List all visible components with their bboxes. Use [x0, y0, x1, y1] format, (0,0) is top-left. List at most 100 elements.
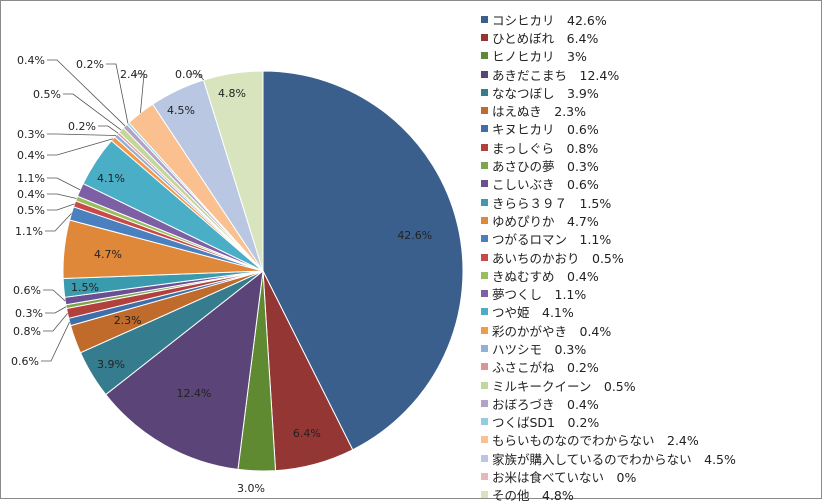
legend-item-11: きらら３９７ 1.5% [481, 193, 817, 211]
data-label-15: 0.4% [17, 188, 45, 201]
legend-item-16: 夢つくし 1.1% [481, 284, 817, 302]
legend-item-26: お米は食べていない 0% [481, 467, 817, 485]
data-label-20: 0.2% [68, 120, 96, 133]
data-labels: 42.6% 6.4% 3.0% 12.4% 3.9% 2.3% 0.6% 0.8% 0.3% 0.… [11, 54, 432, 495]
pie-slice-27 [202, 70, 264, 272]
leader-line-16 [47, 177, 81, 191]
data-label-4: 12.4% [177, 387, 212, 400]
leader-lines [41, 59, 204, 362]
legend-label: きぬむすめ 0.4% [492, 268, 599, 284]
legend-swatch [481, 70, 488, 78]
leader-line-14 [47, 203, 75, 211]
data-label-26: 0.0% [175, 68, 203, 81]
data-label-10: 0.6% [13, 284, 41, 297]
legend-item-24: もらいものなのでわからない 2.4% [481, 431, 817, 449]
data-label-7: 0.6% [11, 355, 39, 368]
legend-label: コシヒカリ 42.6% [492, 12, 607, 28]
legend-item-6: はえぬき 2.3% [481, 101, 817, 119]
legend-swatch [481, 290, 488, 298]
legend-swatch [481, 326, 488, 334]
legend-item-17: つや姫 4.1% [481, 303, 817, 321]
legend-label: ふさこがね 0.2% [492, 360, 599, 376]
leader-line-13 [45, 213, 72, 232]
legend-label: もらいものなのでわからない 2.4% [492, 433, 699, 449]
legend-swatch [481, 491, 488, 499]
pie-slice-4 [105, 269, 264, 470]
data-label-8: 0.8% [13, 325, 41, 338]
leader-line-8 [43, 313, 68, 332]
legend-item-5: ななつぼし 3.9% [481, 83, 817, 101]
legend-item-19: ハツシモ 0.3% [481, 339, 817, 357]
legend-label: こしいぶき 0.6% [492, 177, 599, 193]
data-label-16: 1.1% [17, 172, 45, 185]
leader-line-20 [98, 125, 119, 134]
legend-item-22: おぼろづき 0.4% [481, 394, 817, 412]
legend-swatch [481, 15, 488, 23]
legend-item-1: コシヒカリ 42.6% [481, 10, 817, 28]
legend-label: つや姫 4.1% [492, 305, 574, 321]
legend-label: おぼろづき 0.4% [492, 396, 599, 412]
data-label-12: 4.7% [94, 248, 122, 261]
legend-swatch [481, 143, 488, 151]
legend-item-10: こしいぶき 0.6% [481, 175, 817, 193]
leader-line-10 [43, 289, 66, 302]
legend-item-18: 彩のかがやき 0.4% [481, 321, 817, 339]
legend-label: まっしぐら 0.8% [492, 140, 599, 156]
legend-swatch [481, 381, 488, 389]
legend-label: キヌヒカリ 0.6% [492, 122, 599, 138]
legend-item-13: つがるロマン 1.1% [481, 230, 817, 248]
legend-label: つがるロマン 1.1% [492, 232, 612, 248]
data-label-6: 2.3% [114, 314, 142, 327]
legend-label: ハツシモ 0.3% [492, 342, 587, 357]
legend-swatch [481, 107, 488, 115]
leader-line-9 [45, 306, 67, 314]
legend-item-15: きぬむすめ 0.4% [481, 266, 817, 284]
legend-item-3: ヒノヒカリ 3% [481, 47, 817, 65]
data-label-18: 0.4% [17, 149, 45, 162]
leader-line-26 [189, 73, 204, 81]
legend-label: つくばSD1 0.2% [492, 415, 600, 431]
legend-swatch [481, 363, 488, 371]
leader-line-23 [106, 63, 129, 124]
leader-line-22 [47, 59, 126, 127]
legend-item-12: ゆめぴりか 4.7% [481, 211, 817, 229]
legend-label: お米は食べていない 0% [492, 470, 637, 486]
legend-item-20: ふさこがね 0.2% [481, 358, 817, 376]
legend-label: ゆめぴりか 4.7% [492, 213, 599, 229]
legend-swatch [481, 473, 488, 481]
legend-label: あいちのかおり 0.5% [492, 250, 624, 266]
legend-swatch [481, 399, 488, 407]
legend-item-9: あさひの夢 0.3% [481, 156, 817, 174]
data-label-23: 0.2% [76, 58, 104, 71]
leader-line-21 [63, 93, 122, 131]
data-label-9: 0.3% [15, 307, 43, 320]
legend-swatch [481, 162, 488, 170]
data-label-1: 42.6% [397, 229, 432, 242]
legend-label: 家族が購入しているのでわからない 4.5% [492, 451, 736, 467]
legend-swatch [481, 454, 488, 462]
legend-swatch [481, 344, 488, 352]
data-label-19: 0.3% [17, 128, 45, 141]
legend-label: あさひの夢 0.3% [492, 159, 599, 175]
legend-swatch [481, 125, 488, 133]
leader-line-15 [47, 193, 77, 199]
legend-swatch [481, 33, 488, 41]
legend: コシヒカリ 42.6% ひとめぼれ 6.4% ヒノヒカリ 3% あきだこまち 12.4… [481, 10, 817, 504]
legend-label: あきだこまち 12.4% [492, 67, 620, 83]
leader-line-18 [47, 138, 114, 156]
leader-line-7 [41, 321, 70, 362]
legend-swatch [481, 308, 488, 316]
data-label-3: 3.0% [237, 482, 265, 495]
legend-item-4: あきだこまち 12.4% [481, 65, 817, 83]
legend-label: 彩のかがやき 0.4% [492, 323, 612, 339]
legend-label: ミルキークイーン 0.5% [492, 378, 636, 394]
data-label-2: 6.4% [293, 427, 321, 440]
data-label-11: 1.5% [71, 281, 99, 294]
legend-item-27: その他 4.8% [481, 486, 817, 504]
legend-label: きらら３９７ 1.5% [492, 195, 612, 211]
legend-swatch [481, 180, 488, 188]
leader-line-19 [47, 133, 116, 136]
data-label-25: 4.5% [167, 104, 195, 117]
legend-item-8: まっしぐら 0.8% [481, 138, 817, 156]
